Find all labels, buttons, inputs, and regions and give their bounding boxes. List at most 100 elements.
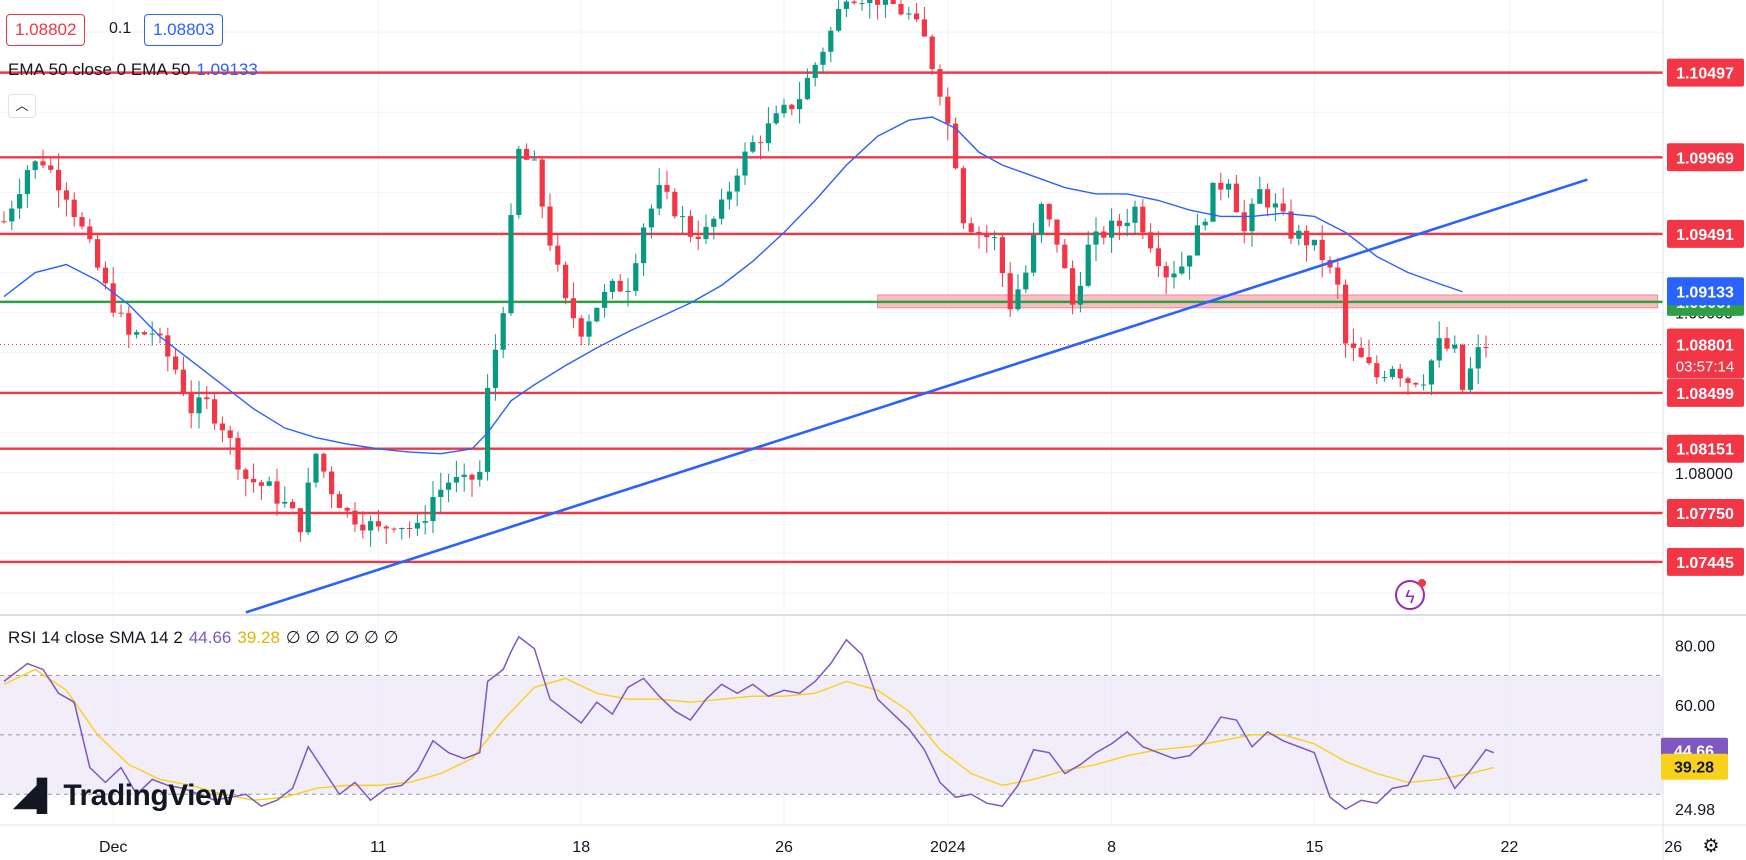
candle-body <box>680 216 686 218</box>
candle-body <box>56 169 62 191</box>
candle-body <box>1475 347 1481 369</box>
candle-body <box>1241 212 1247 232</box>
candle-body <box>984 234 990 238</box>
candle-body <box>492 349 498 388</box>
candle-body <box>1218 182 1224 190</box>
candle-body <box>110 283 116 313</box>
candle-body <box>656 184 662 209</box>
level-price-label-bg <box>1667 434 1744 463</box>
candle-body <box>375 521 381 527</box>
candle-body <box>1031 235 1037 273</box>
candle-body <box>297 508 303 533</box>
candle-body <box>1023 272 1029 290</box>
candle-body <box>1467 368 1473 390</box>
candle-body <box>243 469 249 479</box>
candle-body <box>1335 267 1341 285</box>
candle-body <box>235 437 241 470</box>
candle-body <box>188 393 194 414</box>
rsi-sma-price-label: 39.28 <box>1674 760 1714 777</box>
candle-body <box>1093 231 1099 245</box>
candle-body <box>1483 347 1489 349</box>
level-price-label: 1.08151 <box>1676 442 1734 459</box>
ema-legend[interactable]: EMA 50 close 0 EMA 50 1.09133 <box>8 60 258 80</box>
level-price-label-bg <box>1667 547 1744 576</box>
trendline-line <box>245 178 1588 614</box>
level-price-label-bg <box>1667 58 1744 87</box>
candle-body <box>781 104 787 114</box>
candle-body <box>485 387 491 472</box>
candle-body <box>1148 232 1154 249</box>
candle-body <box>953 123 959 169</box>
candle-body <box>929 36 935 70</box>
candle-body <box>695 236 701 240</box>
candle-body <box>165 335 171 357</box>
candle-body <box>945 96 951 124</box>
candle-body <box>570 298 576 319</box>
candle-body <box>180 369 186 394</box>
candle-body <box>336 494 342 508</box>
candle-body <box>500 313 506 350</box>
candle-body <box>664 184 670 192</box>
candle-body <box>617 280 623 292</box>
gear-icon[interactable]: ⚙ <box>1702 836 1720 857</box>
candle-body <box>820 51 826 65</box>
candle-body <box>368 521 374 531</box>
time-tick-label: 22 <box>1501 839 1519 856</box>
candle-body <box>422 521 428 523</box>
candle-body <box>882 0 888 5</box>
lightning-icon[interactable]: ϟ <box>1395 579 1426 610</box>
countdown-label: 03:57:14 <box>1676 359 1734 376</box>
level-price-label-bg <box>1667 378 1744 407</box>
candle-body <box>1421 384 1427 386</box>
candle-body <box>71 199 77 218</box>
candle-body <box>399 527 405 530</box>
candle-body <box>1171 273 1177 278</box>
last-price-label: 1.08801 <box>1676 338 1734 355</box>
candle-body <box>344 507 350 511</box>
candle-body <box>906 13 912 15</box>
lot-size[interactable]: 0.1 <box>109 20 132 37</box>
candle-body <box>1304 230 1310 246</box>
rsi-sma-price-label-bg <box>1661 753 1728 780</box>
sell-price-button[interactable]: 1.08802 <box>6 14 86 46</box>
price-axis-background <box>1663 0 1746 860</box>
buy-price-button[interactable]: 1.08803 <box>144 14 224 46</box>
candle-body <box>274 481 280 504</box>
candle-body <box>1163 266 1169 278</box>
candle-body <box>758 142 764 144</box>
candle-body <box>1202 221 1208 226</box>
candle-body <box>968 223 974 232</box>
candle-body <box>1296 230 1302 239</box>
candle-body <box>212 399 218 424</box>
candle-body <box>1358 347 1364 358</box>
candle-body <box>1194 225 1200 256</box>
candle-body <box>1436 338 1442 361</box>
tradingview-logo[interactable]: ◢▌ TradingView <box>14 778 234 813</box>
chevron-up-icon[interactable]: ︿ <box>8 94 36 118</box>
candle-body <box>1413 383 1419 385</box>
candle-body <box>282 501 288 504</box>
candle-body <box>594 307 600 322</box>
candle-body <box>1140 206 1146 233</box>
candle-body <box>469 474 475 480</box>
candle-body <box>750 142 756 152</box>
logo-text: TradingView <box>63 779 234 812</box>
ema-price-label-bg <box>1667 277 1744 306</box>
candle-body <box>134 332 140 335</box>
rsi-legend[interactable]: RSI 14 close SMA 14 2 44.66 39.28 ∅ ∅ ∅ ∅ ∅… <box>8 628 398 648</box>
candle-body <box>1038 204 1044 236</box>
trendline[interactable] <box>245 178 1588 614</box>
candle-body <box>1007 273 1013 310</box>
level-price-label-bg <box>1667 143 1744 172</box>
horizontal-levels[interactable] <box>0 71 1663 564</box>
candle-body <box>227 430 233 438</box>
level-price-label: 1.08499 <box>1676 386 1734 403</box>
candle-body <box>797 99 803 110</box>
candle-body <box>1382 377 1388 379</box>
candle-body <box>1272 203 1278 208</box>
candle-body <box>578 318 584 337</box>
candle-body <box>461 474 467 478</box>
candle-body <box>602 291 608 308</box>
candle-body <box>875 0 881 5</box>
